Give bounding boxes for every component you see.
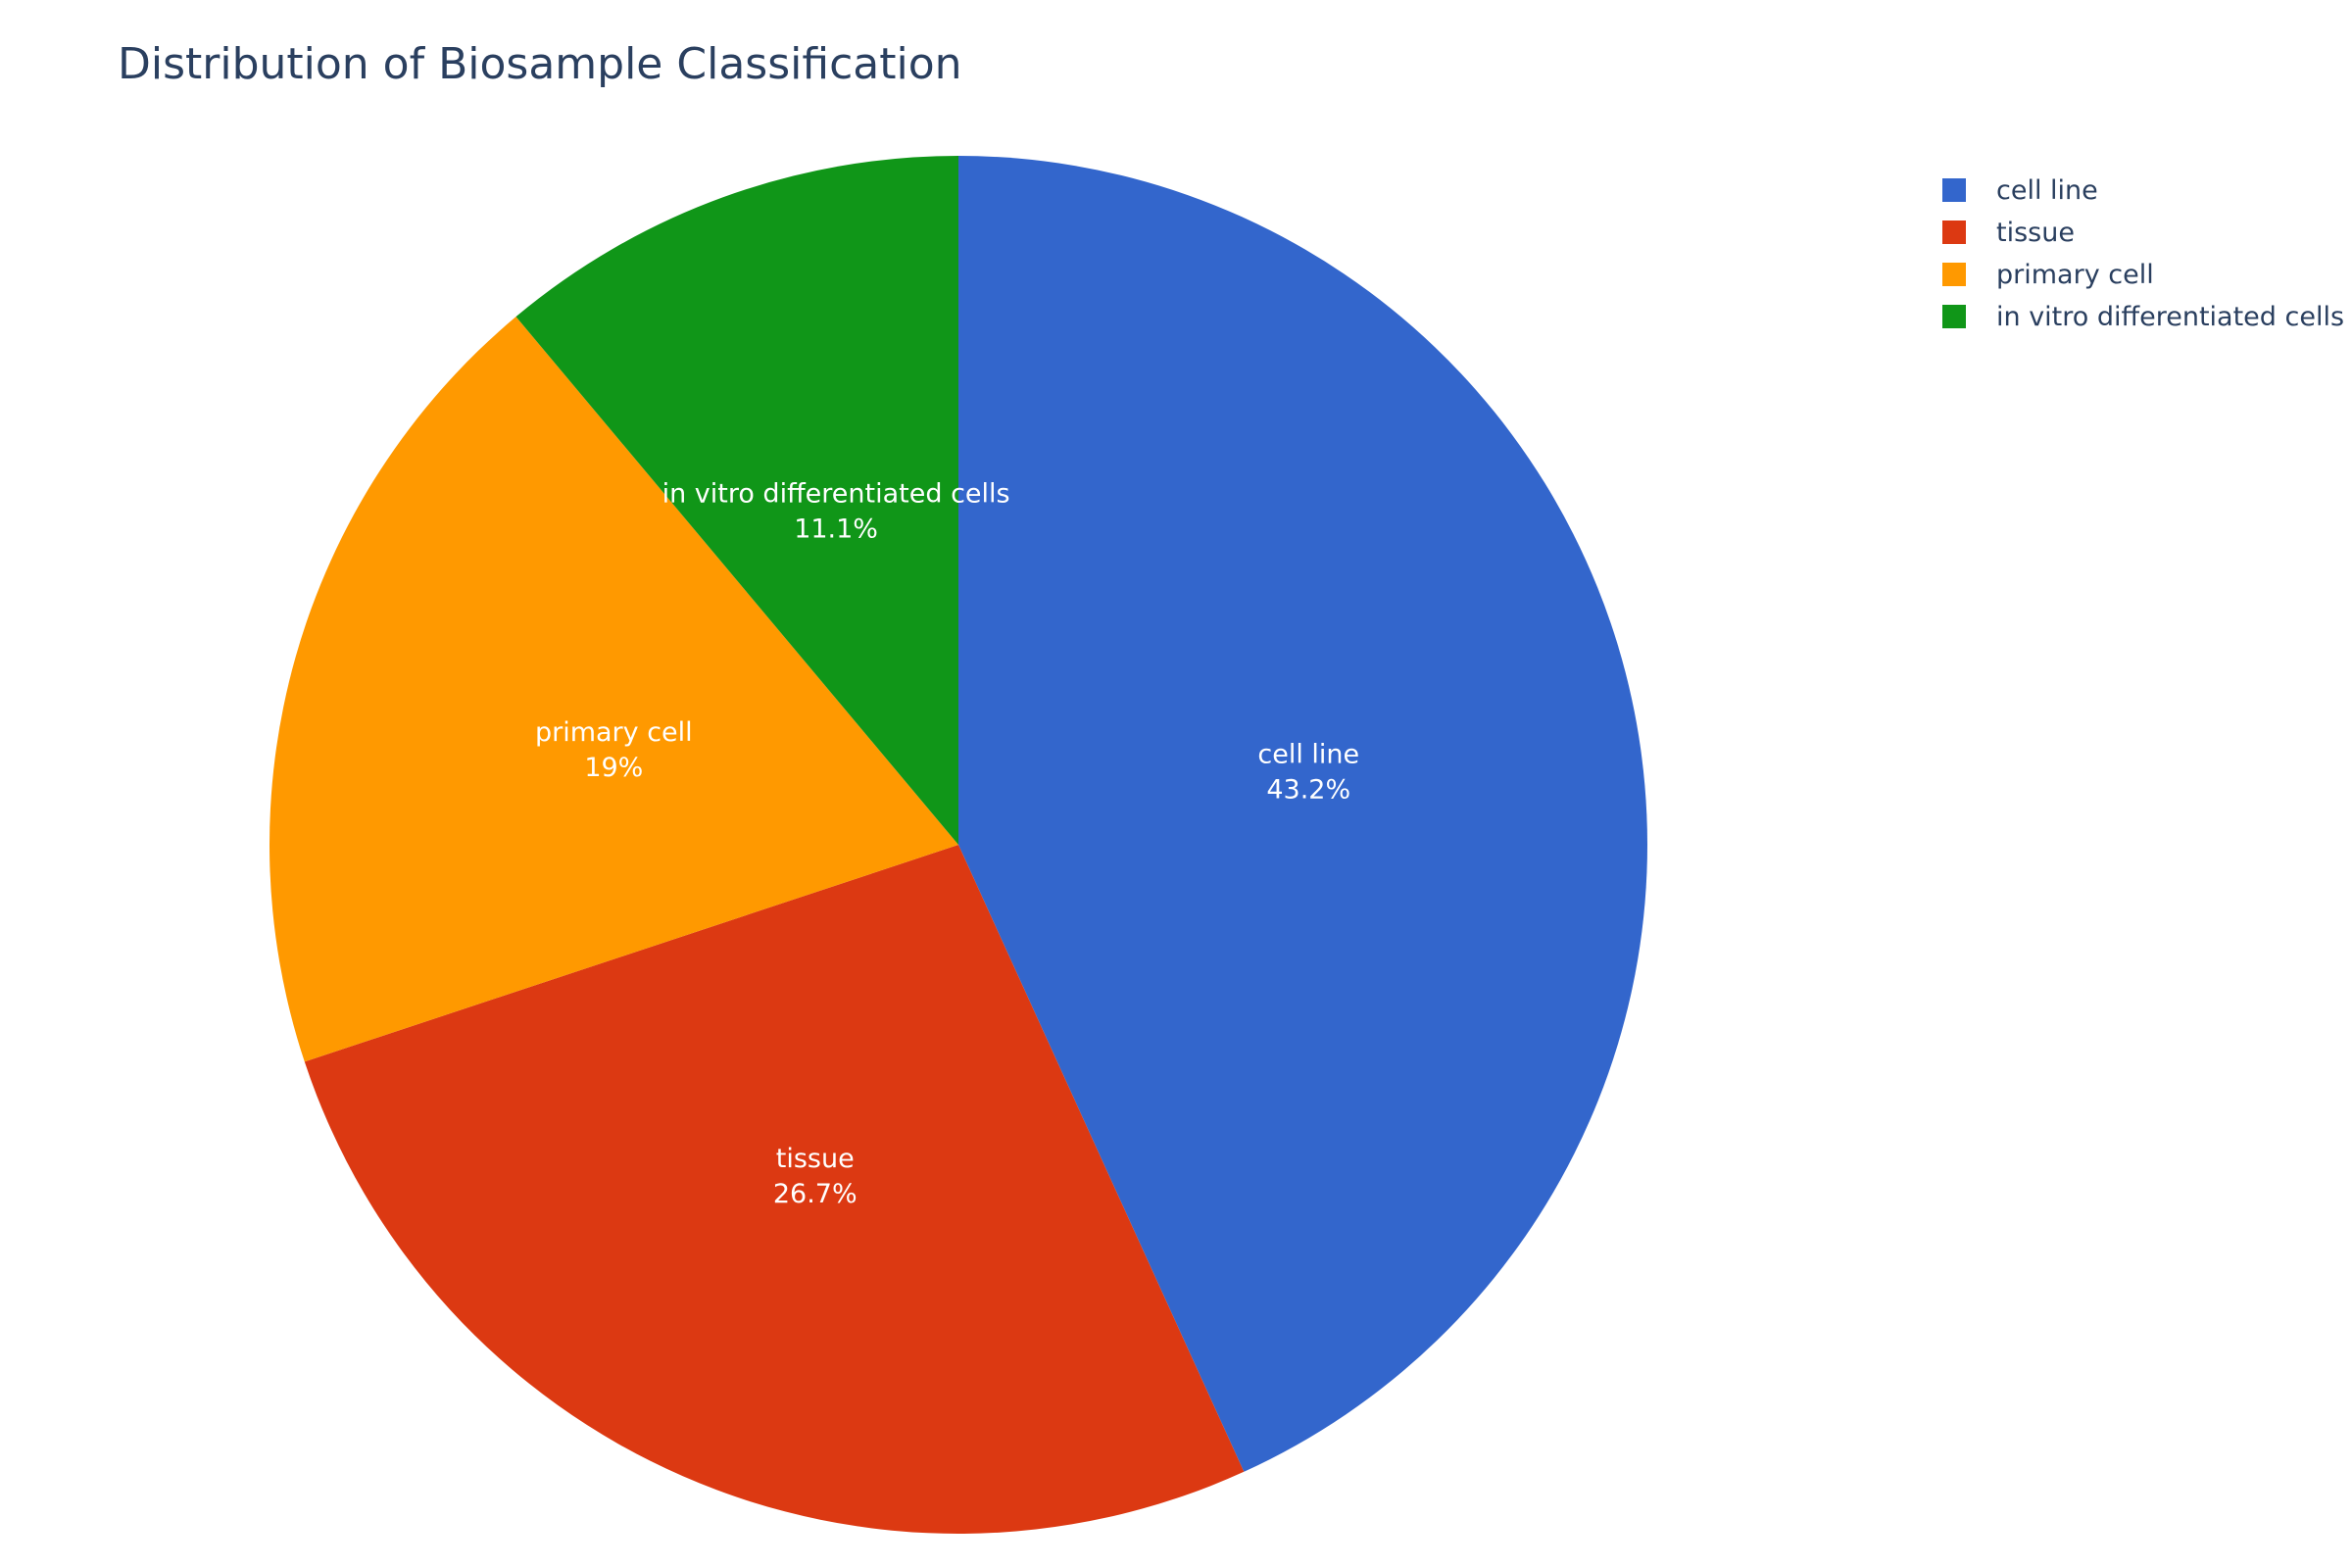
pie-slice-cell-line[interactable] (958, 156, 1647, 1472)
pie-slice-in-vitro-differentiated-cells[interactable] (515, 156, 958, 845)
pie-slices (270, 156, 1647, 1534)
slice-label-primary-cell: primary cell (535, 717, 693, 748)
slice-labels: cell line 43.2% tissue 26.7% primary cell 19%… (535, 478, 1359, 1209)
legend-swatch-cell-line[interactable] (1942, 178, 1966, 202)
pie-slice-tissue[interactable] (304, 845, 1245, 1534)
legend[interactable]: cell line tissue primary cell in vitro diff… (1942, 175, 2344, 332)
legend-swatch-primary-cell[interactable] (1942, 263, 1966, 286)
slice-percent-in-vitro-differentiated-cells: 11.1% (794, 514, 878, 544)
slice-percent-primary-cell: 19% (584, 753, 643, 783)
slice-label-in-vitro-differentiated-cells: in vitro differentiated cells (662, 478, 1010, 509)
legend-label-cell-line[interactable]: cell line (1996, 175, 2098, 206)
legend-label-primary-cell[interactable]: primary cell (1996, 260, 2154, 290)
slice-label-cell-line: cell line (1257, 739, 1359, 769)
chart-title: Distribution of Biosample Classification (118, 39, 962, 89)
slice-percent-cell-line: 43.2% (1266, 774, 1350, 805)
legend-label-tissue[interactable]: tissue (1996, 218, 2075, 248)
legend-label-in-vitro-differentiated-cells[interactable]: in vitro differentiated cells (1996, 302, 2344, 332)
slice-label-tissue: tissue (776, 1144, 855, 1174)
pie-slice-primary-cell[interactable] (270, 317, 959, 1062)
legend-swatch-tissue[interactable] (1942, 220, 1966, 244)
legend-swatch-in-vitro-differentiated-cells[interactable] (1942, 305, 1966, 328)
slice-percent-tissue: 26.7% (773, 1179, 858, 1209)
